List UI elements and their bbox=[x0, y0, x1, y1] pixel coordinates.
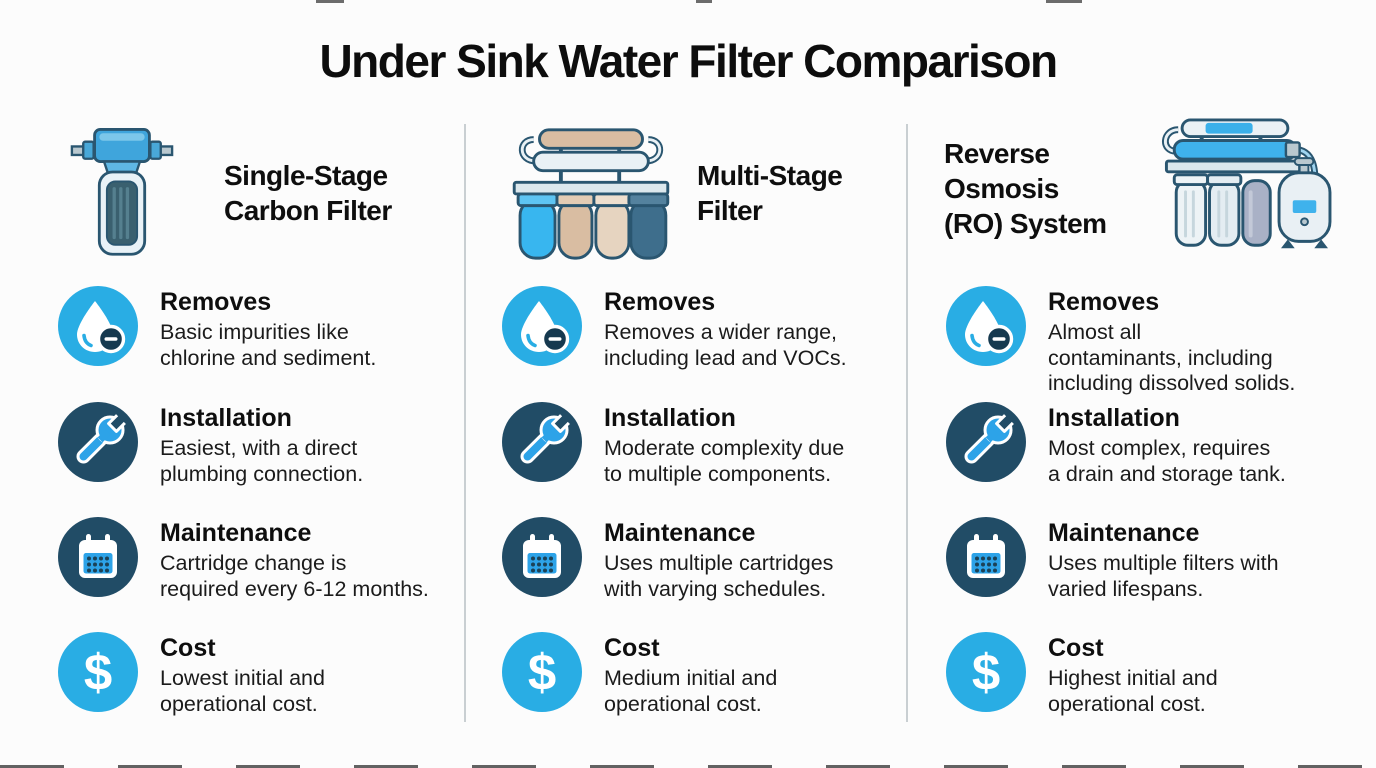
calendar-icon bbox=[946, 517, 1026, 597]
feature-label: Removes bbox=[160, 288, 272, 316]
water-drop-minus-icon bbox=[502, 286, 582, 366]
page-title: Under Sink Water Filter Comparison bbox=[319, 35, 1058, 87]
single-stage-installation-row: Installation Easiest, with a direct plumb… bbox=[58, 402, 505, 487]
column-divider-2 bbox=[906, 124, 908, 722]
wrench-icon bbox=[58, 402, 138, 482]
water-drop-minus-icon bbox=[58, 286, 138, 366]
feature-label: Installation bbox=[160, 404, 292, 432]
single-stage-maintenance-row: Maintenance Cartridge change is required … bbox=[58, 517, 505, 602]
reverse-osmosis-cost-row: Cost Highest initial and operational cost… bbox=[946, 632, 1376, 717]
feature-description: Highest initial and operational cost. bbox=[1048, 666, 1218, 716]
top-edge-marks bbox=[0, 0, 1376, 3]
column-title-multi-stage: Multi-Stage Filter bbox=[697, 160, 843, 226]
calendar-icon bbox=[502, 517, 582, 597]
wrench-icon bbox=[502, 402, 582, 482]
feature-description: Almost all contaminants, including includi… bbox=[1048, 320, 1296, 395]
feature-label: Installation bbox=[604, 404, 736, 432]
bottom-edge-marks bbox=[0, 765, 1376, 768]
dollar-icon bbox=[58, 632, 138, 712]
feature-description: Removes a wider range, including lead and… bbox=[604, 320, 847, 370]
feature-label: Installation bbox=[1048, 404, 1180, 432]
feature-label: Maintenance bbox=[160, 519, 312, 547]
multi-stage-cost-row: Cost Medium initial and operational cost. bbox=[502, 632, 949, 717]
column-divider-1 bbox=[464, 124, 466, 722]
feature-description: Most complex, requires a drain and storag… bbox=[1048, 436, 1286, 486]
feature-description: Easiest, with a direct plumbing connectio… bbox=[160, 436, 364, 486]
feature-description: Basic impurities like chlorine and sedime… bbox=[160, 320, 377, 370]
multi-stage-maintenance-row: Maintenance Uses multiple cartridges with… bbox=[502, 517, 949, 602]
column-title-reverse-osmosis: Reverse Osmosis (RO) System bbox=[944, 138, 1107, 239]
feature-description: Moderate complexity due to multiple compo… bbox=[604, 436, 845, 486]
feature-description: Cartridge change is required every 6-12 m… bbox=[160, 551, 429, 601]
column-title-single-stage: Single-Stage Carbon Filter bbox=[224, 160, 392, 226]
feature-label: Maintenance bbox=[1048, 519, 1200, 547]
multi-stage-filter-icon bbox=[512, 128, 670, 260]
single-stage-filter-icon bbox=[70, 128, 174, 256]
multi-stage-removes-row: Removes Removes a wider range, including … bbox=[502, 286, 949, 371]
single-stage-removes-row: Removes Basic impurities like chlorine an… bbox=[58, 286, 505, 371]
feature-label: Cost bbox=[160, 634, 216, 662]
reverse-osmosis-installation-row: Installation Most complex, requires a dra… bbox=[946, 402, 1376, 487]
wrench-icon bbox=[946, 402, 1026, 482]
dollar-icon bbox=[946, 632, 1026, 712]
feature-description: Medium initial and operational cost. bbox=[604, 666, 778, 716]
feature-description: Uses multiple cartridges with varying sch… bbox=[604, 551, 834, 601]
feature-label: Removes bbox=[1048, 288, 1160, 316]
feature-description: Lowest initial and operational cost. bbox=[160, 666, 325, 716]
reverse-osmosis-maintenance-row: Maintenance Uses multiple filters with va… bbox=[946, 517, 1376, 602]
feature-label: Maintenance bbox=[604, 519, 756, 547]
multi-stage-installation-row: Installation Moderate complexity due to m… bbox=[502, 402, 949, 487]
feature-label: Cost bbox=[1048, 634, 1104, 662]
dollar-icon bbox=[502, 632, 582, 712]
reverse-osmosis-removes-row: Removes Almost all contaminants, includin… bbox=[946, 286, 1376, 397]
feature-description: Uses multiple filters with varied lifespa… bbox=[1048, 551, 1279, 601]
calendar-icon bbox=[58, 517, 138, 597]
feature-label: Removes bbox=[604, 288, 716, 316]
feature-label: Cost bbox=[604, 634, 660, 662]
water-drop-minus-icon bbox=[946, 286, 1026, 366]
single-stage-cost-row: Cost Lowest initial and operational cost. bbox=[58, 632, 505, 717]
reverse-osmosis-system-icon bbox=[1162, 118, 1332, 249]
